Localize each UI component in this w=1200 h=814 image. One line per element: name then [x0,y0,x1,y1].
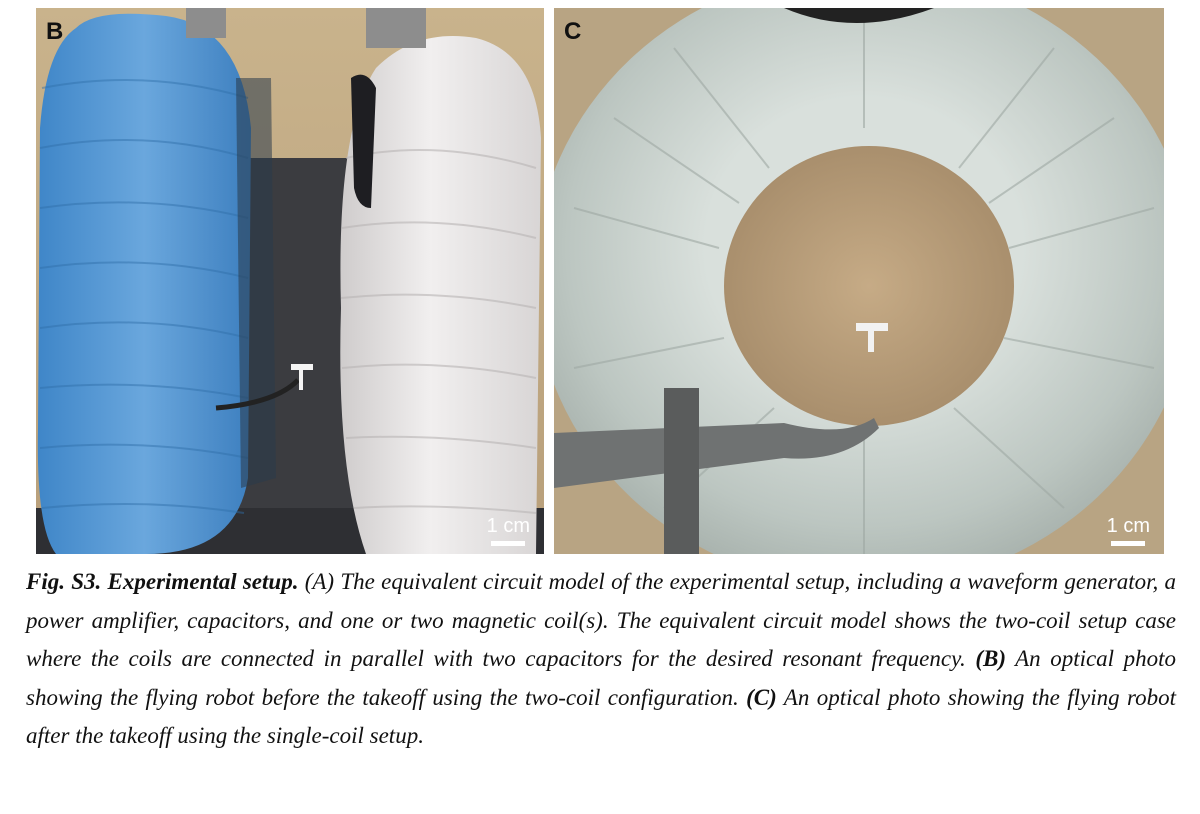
single-coil-photo [554,8,1164,554]
photo-panel-b: B 1 cm [36,8,544,554]
panel-label-b: B [46,18,64,45]
caption-figure-label: Fig. S3. Experimental setup. [26,569,299,594]
caption-part-a-label: (A) [304,569,335,594]
scale-line-b [491,541,526,546]
caption-part-b-label: (B) [975,646,1006,672]
caption-part-a-text: The equivalent circuit model of the expe… [26,569,1176,672]
scale-label-b: 1 cm [486,515,530,537]
photo-panel-c: C 1 cm [554,8,1164,554]
figure-caption: Fig. S3. Experimental setup. (A) The equ… [26,563,1176,756]
scale-label-c: 1 cm [1106,515,1150,537]
scale-bar-b: 1 cm [487,515,530,546]
caption-part-b-text: An optical photo showing the flying robo… [26,646,1176,710]
scale-line-c [1111,541,1146,546]
caption-part-c-label: (C) [746,684,777,710]
caption-part-c-text: An optical photo showing the flying robo… [26,684,1176,749]
scale-bar-c: 1 cm [1107,515,1150,546]
panel-label-c: C [564,18,582,45]
two-coil-photo [36,8,544,554]
